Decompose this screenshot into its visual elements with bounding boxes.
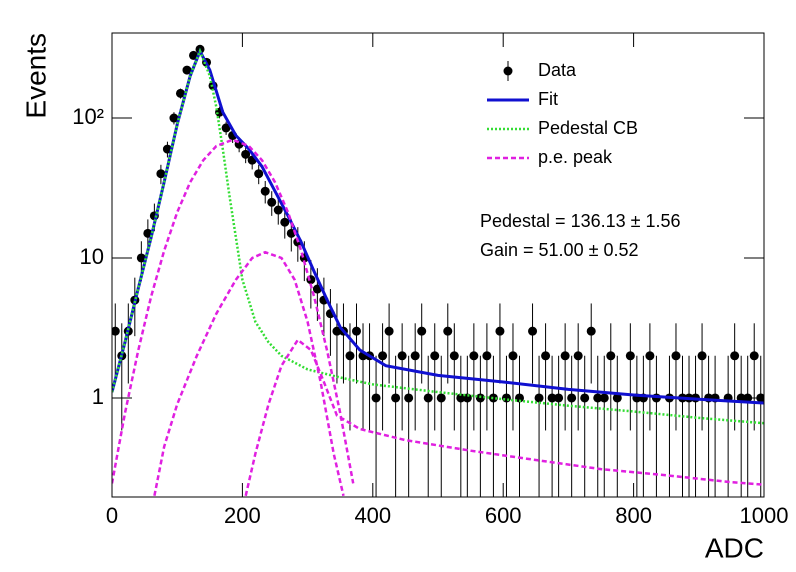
x-tick-label: 200	[224, 503, 261, 528]
data-point	[352, 326, 361, 336]
data-point	[456, 393, 466, 403]
data-point	[430, 351, 440, 361]
curve	[112, 138, 764, 497]
data-point	[554, 393, 564, 403]
data-point	[593, 393, 603, 403]
data-point	[560, 351, 570, 361]
data-point	[267, 197, 277, 207]
x-tick-label: 400	[354, 503, 391, 528]
data-point	[671, 351, 681, 361]
data-point	[749, 351, 759, 361]
data-point	[332, 326, 342, 336]
data-point	[384, 326, 394, 336]
data-point	[112, 326, 120, 336]
data-point	[189, 50, 198, 60]
data-point	[169, 113, 179, 123]
data-point	[625, 351, 635, 361]
legend-label: Pedestal CB	[538, 118, 638, 138]
data-point	[606, 351, 616, 361]
legend-label: Fit	[538, 89, 558, 109]
data-point	[254, 169, 264, 179]
data-point	[612, 393, 622, 403]
data-point	[391, 393, 401, 403]
data-point	[482, 351, 492, 361]
x-tick-label: 0	[106, 503, 118, 528]
curve	[112, 47, 764, 425]
data-point	[378, 351, 388, 361]
annotation: Gain = 51.00 ± 0.52	[480, 240, 639, 260]
data-point	[436, 393, 446, 403]
plot-area	[112, 44, 764, 497]
y-tick-label: 10	[80, 244, 104, 269]
data-point	[528, 326, 538, 336]
data-point	[182, 65, 192, 75]
y-tick-label: 1	[92, 384, 104, 409]
data-point	[423, 393, 433, 403]
x-axis-label: ADC	[705, 532, 764, 563]
legend-label: Data	[538, 60, 577, 80]
y-tick-label: 10²	[72, 104, 104, 129]
data-point	[417, 326, 427, 336]
data-point	[404, 393, 414, 403]
data-point	[573, 351, 583, 361]
data-point	[730, 351, 740, 361]
data-point	[508, 351, 518, 361]
data-point	[410, 351, 420, 361]
data-point	[541, 351, 551, 361]
data-point	[241, 149, 251, 159]
data-point	[645, 351, 655, 361]
legend-label: p.e. peak	[538, 147, 613, 167]
data-point	[273, 205, 283, 215]
data-point	[567, 393, 577, 403]
data-point	[534, 393, 544, 403]
data-point	[469, 351, 479, 361]
data-point	[175, 88, 185, 98]
data-point	[443, 326, 453, 336]
data-point	[495, 326, 505, 336]
data-point	[488, 393, 498, 403]
data-point	[221, 123, 231, 133]
data-point	[156, 169, 166, 179]
data-point	[586, 326, 596, 336]
data-point	[501, 393, 511, 403]
x-tick-label: 1000	[740, 503, 789, 528]
data-point	[547, 393, 557, 403]
data-point	[280, 217, 290, 227]
legend-symbol	[503, 66, 513, 76]
data-point	[515, 393, 524, 403]
x-tick-label: 600	[485, 503, 522, 528]
data-point	[397, 351, 407, 361]
data-point	[371, 393, 381, 403]
data-point	[697, 351, 707, 361]
data-point	[345, 351, 355, 361]
x-tick-label: 800	[615, 503, 652, 528]
y-axis-label: Events	[20, 33, 51, 119]
data-point	[580, 393, 590, 403]
data-point	[136, 253, 146, 263]
annotation: Pedestal = 136.13 ± 1.56	[480, 211, 681, 231]
data-point	[449, 351, 459, 361]
frame	[111, 32, 765, 498]
data-point	[260, 186, 270, 196]
data-point	[599, 393, 609, 403]
